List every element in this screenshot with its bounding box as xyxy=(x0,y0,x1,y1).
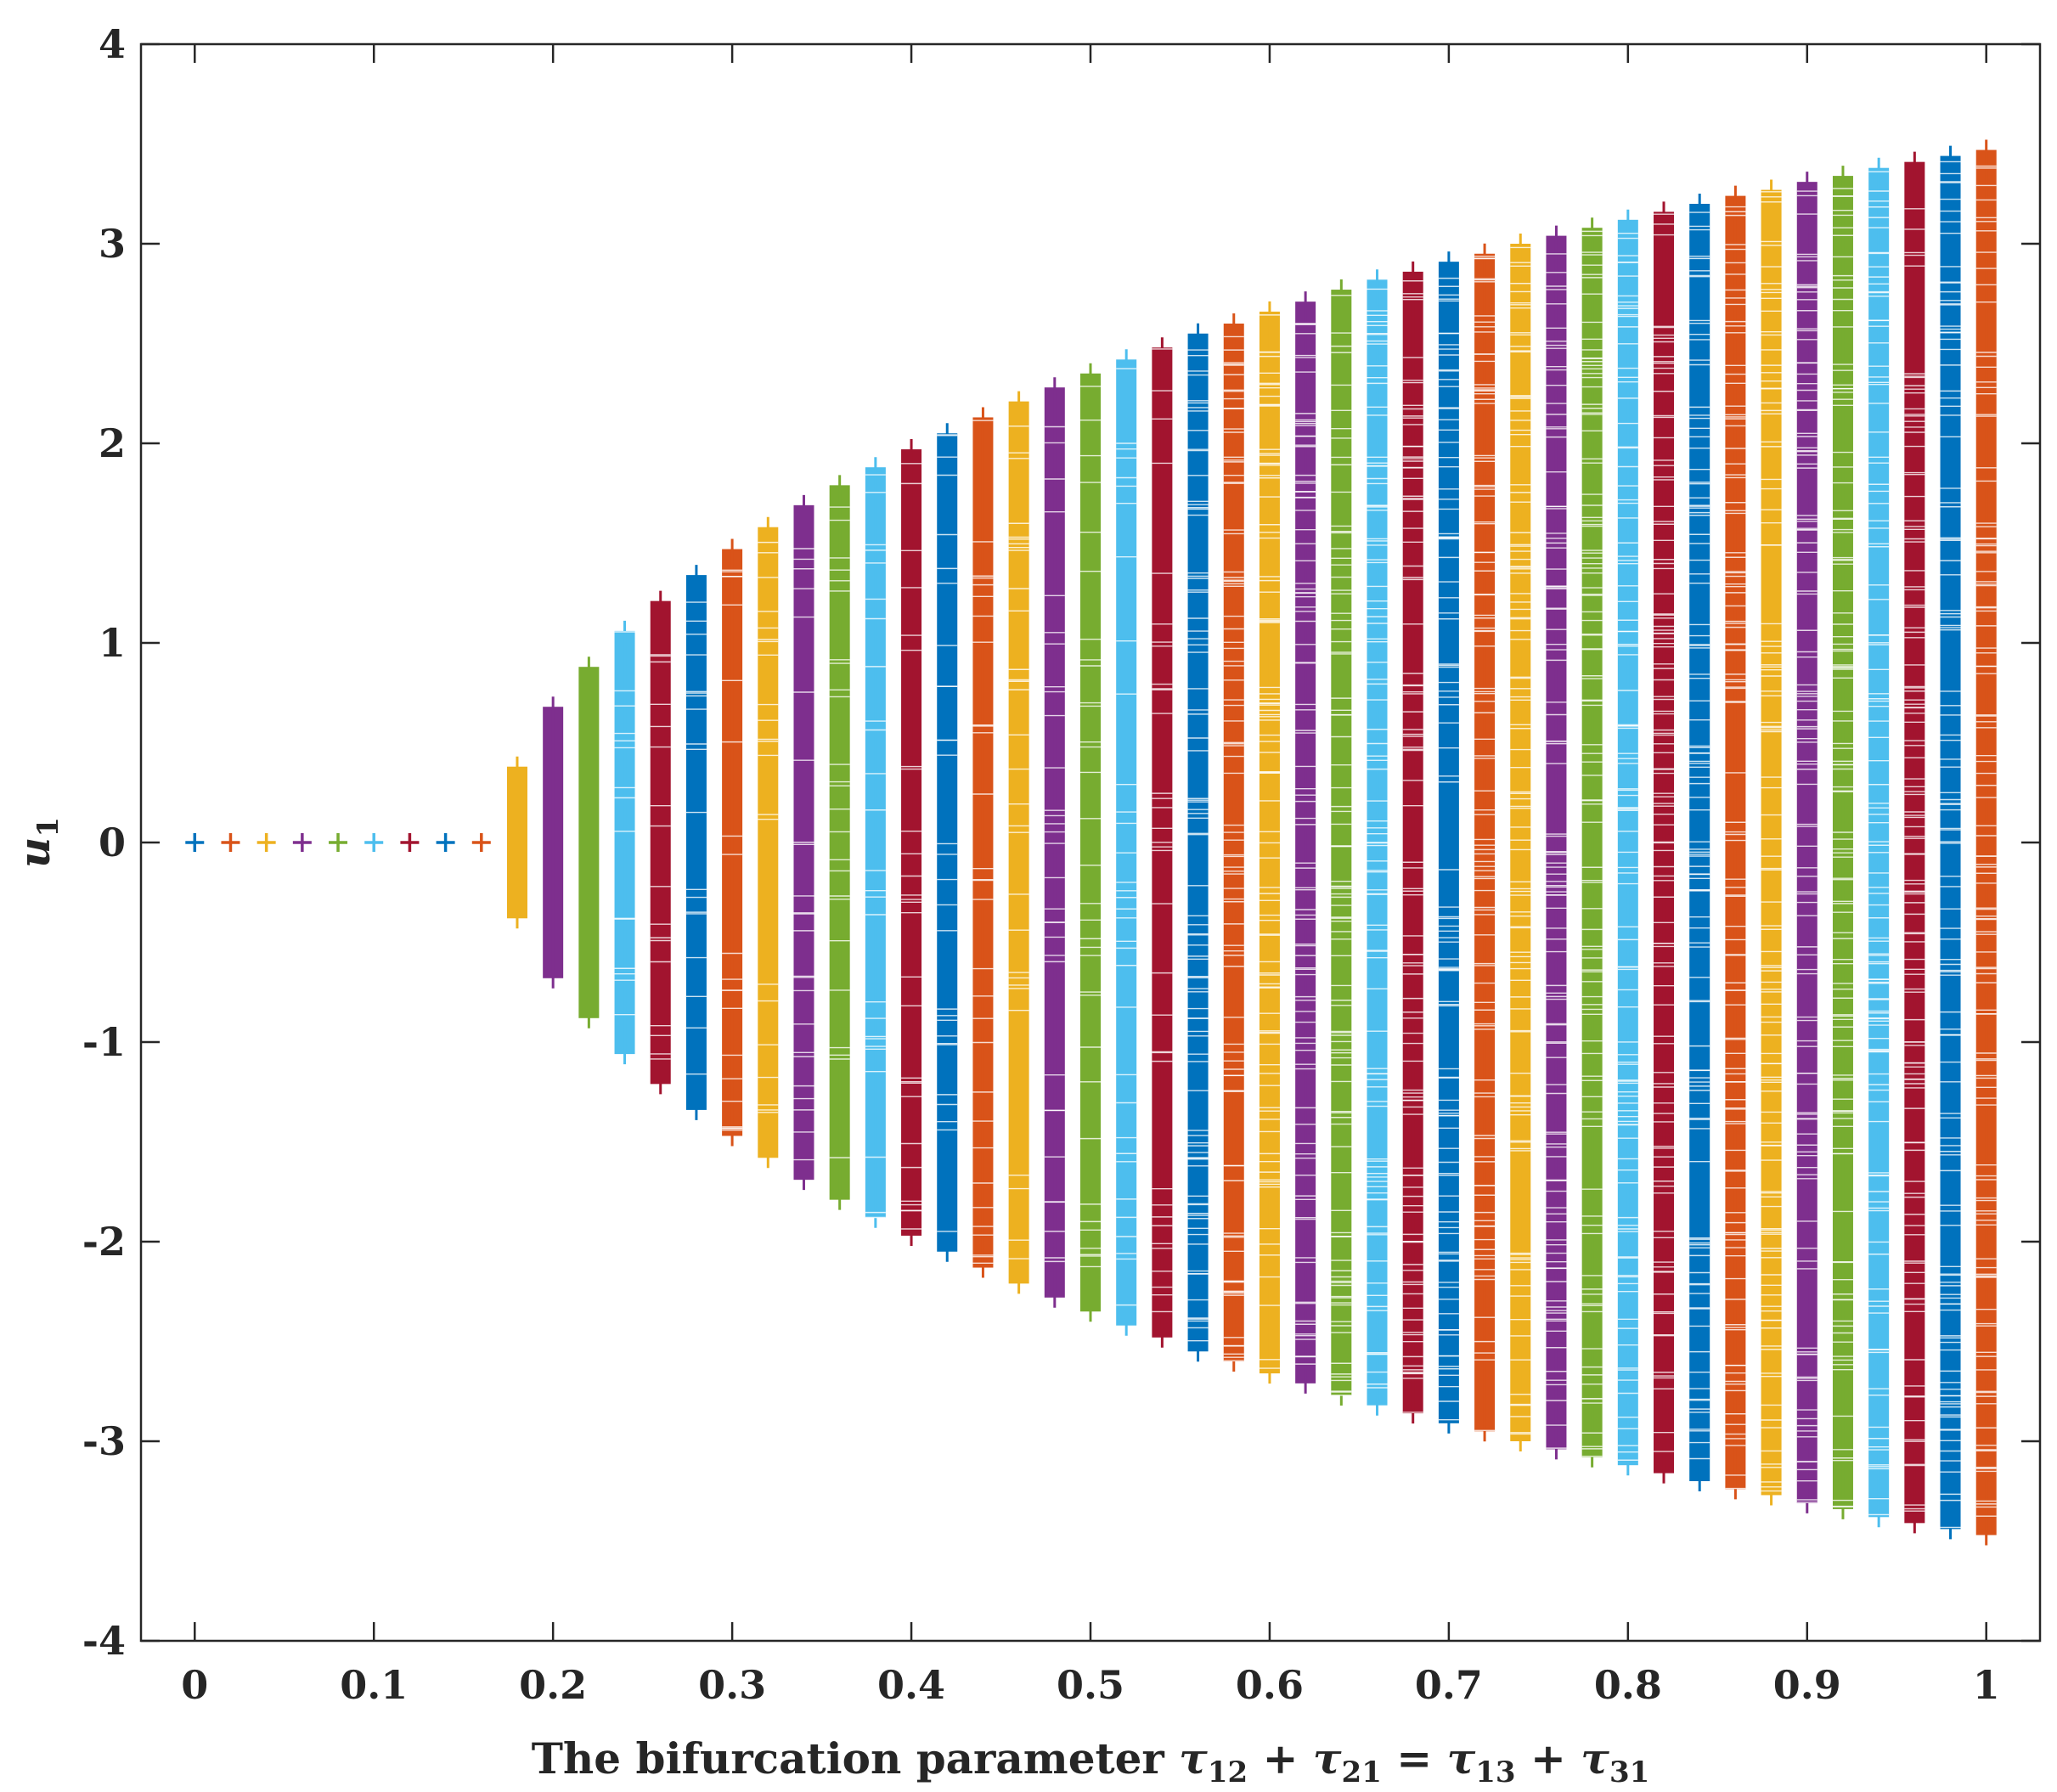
bifurcation-column xyxy=(1510,234,1531,1451)
bifurcation-column xyxy=(543,696,564,989)
y-tick-label: -2 xyxy=(82,1219,126,1265)
bifurcation-column xyxy=(1546,225,1567,1460)
bifurcation-column xyxy=(1402,261,1423,1424)
x-tick-label: 0.3 xyxy=(698,1662,766,1708)
y-tick-label: -1 xyxy=(82,1019,126,1065)
y-axis-label-base: u xyxy=(9,837,59,868)
bifurcation-column xyxy=(685,565,707,1120)
bifurcation-column xyxy=(1581,217,1603,1468)
bifurcation-column xyxy=(829,475,850,1210)
y-axis-label-sub: 1 xyxy=(31,817,65,837)
bifurcation-column xyxy=(185,833,205,852)
x-tick-label: 0 xyxy=(181,1662,208,1708)
bifurcation-column xyxy=(1654,201,1675,1484)
x-axis-label: The bifurcation parameter τ12 + τ21 = τ1… xyxy=(532,1733,1650,1789)
x-tick-label: 1 xyxy=(1973,1662,2000,1708)
y-tick-label: 2 xyxy=(99,420,126,466)
bifurcation-column xyxy=(1187,323,1209,1362)
bifurcation-column xyxy=(436,833,455,852)
bifurcation-column xyxy=(614,620,635,1065)
bifurcation-column xyxy=(1295,291,1316,1394)
bifurcation-column xyxy=(758,516,779,1169)
bifurcation-column xyxy=(1223,313,1244,1372)
y-tick-label: 3 xyxy=(99,221,126,267)
bifurcation-column xyxy=(722,538,743,1147)
x-axis-label-prefix: The bifurcation parameter xyxy=(532,1733,1179,1784)
bifurcation-column xyxy=(292,833,312,852)
bifurcation-column xyxy=(1438,251,1459,1434)
x-tick-label: 0.8 xyxy=(1594,1662,1662,1708)
bifurcation-column xyxy=(793,494,814,1191)
bifurcation-column xyxy=(1152,337,1173,1348)
bifurcation-column xyxy=(1116,349,1137,1336)
bifurcation-column xyxy=(1940,145,1961,1540)
bifurcation-column xyxy=(1044,377,1065,1308)
x-axis-label-sub-4: 31 xyxy=(1609,1755,1649,1789)
x-tick-label: 0.7 xyxy=(1415,1662,1483,1708)
x-axis-label-tau-1: τ xyxy=(1179,1733,1208,1784)
y-tick-label: -3 xyxy=(82,1418,126,1464)
x-tick-label: 0.1 xyxy=(340,1662,408,1708)
x-axis-label-sub-1: 12 xyxy=(1208,1755,1248,1789)
bifurcation-column xyxy=(650,590,671,1095)
y-tick-label: 1 xyxy=(99,620,126,666)
x-tick-label: 0.9 xyxy=(1773,1662,1841,1708)
bifurcation-column xyxy=(471,833,491,852)
x-axis-label-tau-4: τ xyxy=(1581,1733,1609,1784)
bifurcation-column xyxy=(1904,151,1925,1534)
bifurcation-column xyxy=(1832,166,1853,1519)
bifurcation-column xyxy=(506,756,527,929)
bifurcation-column xyxy=(901,439,922,1246)
x-tick-label: 0.5 xyxy=(1057,1662,1124,1708)
y-tick-label: -4 xyxy=(82,1618,126,1664)
y-tick-label: 4 xyxy=(99,21,126,67)
x-tick-label: 0.4 xyxy=(877,1662,945,1708)
bifurcation-column xyxy=(1367,269,1388,1416)
bifurcation-column xyxy=(1259,301,1280,1384)
bifurcation-column xyxy=(1474,243,1496,1442)
bifurcation-column xyxy=(1761,179,1782,1506)
axis-ticks: 0 0.1 0.2 0.3 0.4 0.5 0.6 0.7 0.8 0.9 1 4 3 2 1 0 -1 -2 -3… xyxy=(82,21,2040,1708)
x-tick-label: 0.6 xyxy=(1236,1662,1304,1708)
x-tick-label: 0.2 xyxy=(519,1662,587,1708)
x-axis-label-tau-3: τ xyxy=(1447,1733,1476,1784)
bifurcation-column xyxy=(364,833,384,852)
bifurcation-column xyxy=(1725,185,1746,1500)
bifurcation-column xyxy=(865,457,886,1228)
data-marks xyxy=(185,139,1997,1546)
y-axis-label: u1 xyxy=(9,817,65,868)
bifurcation-column xyxy=(1008,391,1029,1294)
x-axis-label-tau-2: τ xyxy=(1313,1733,1342,1784)
y-tick-label: 0 xyxy=(99,820,126,865)
x-axis-label-op-2: = xyxy=(1382,1733,1447,1784)
bifurcation-column xyxy=(1689,194,1710,1491)
bifurcation-column xyxy=(972,407,994,1278)
bifurcation-column xyxy=(329,833,348,852)
x-axis-label-op-1: + xyxy=(1248,1733,1313,1784)
bifurcation-column xyxy=(1617,209,1638,1476)
bifurcation-column xyxy=(400,833,420,852)
bifurcation-column xyxy=(256,833,276,852)
x-axis-label-sub-2: 21 xyxy=(1342,1755,1382,1789)
x-axis-label-sub-3: 13 xyxy=(1475,1755,1515,1789)
bifurcation-column xyxy=(1080,363,1101,1322)
x-axis-label-op-3: + xyxy=(1516,1733,1581,1784)
bifurcation-column xyxy=(937,423,958,1262)
bifurcation-column xyxy=(1975,139,1997,1546)
bifurcation-column xyxy=(221,833,240,852)
bifurcation-column xyxy=(578,657,600,1028)
bifurcation-column xyxy=(1868,157,1890,1528)
bifurcation-column xyxy=(1331,279,1352,1406)
bifurcation-column xyxy=(1796,172,1817,1513)
